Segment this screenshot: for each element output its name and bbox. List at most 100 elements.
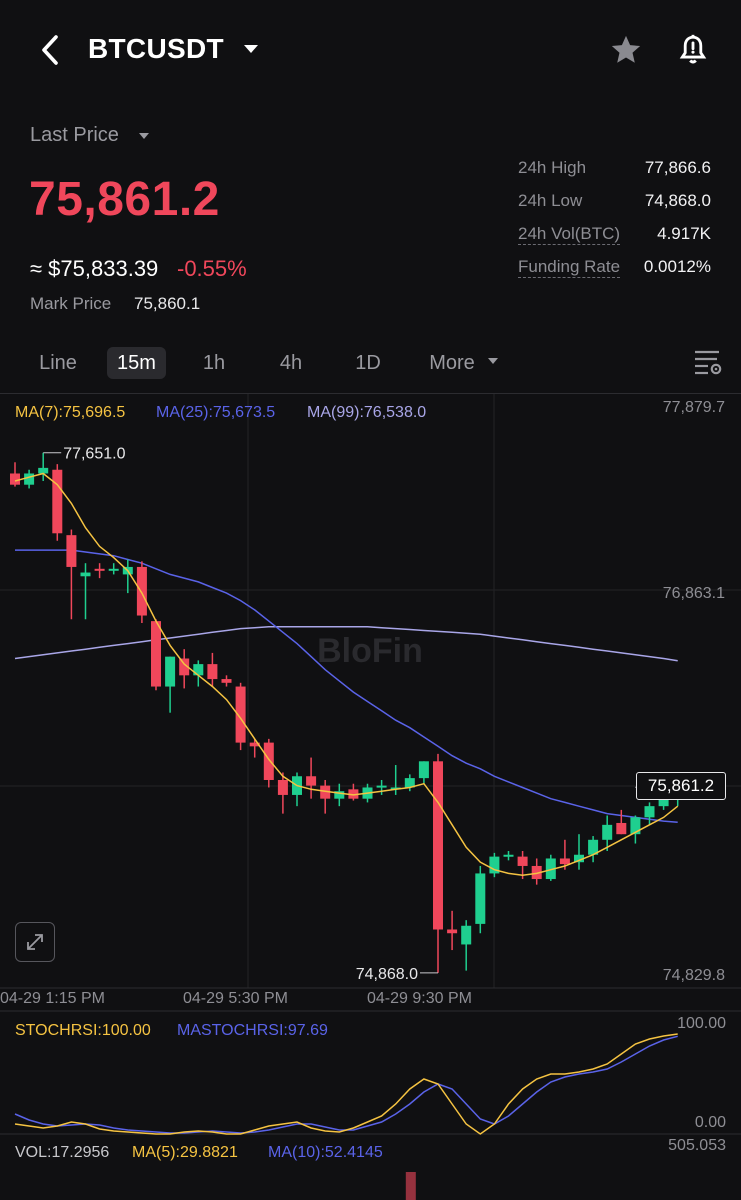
- favorite-star-icon[interactable]: [609, 33, 643, 67]
- candle-body: [249, 742, 260, 747]
- chevron-down-icon[interactable]: [242, 40, 260, 58]
- stochrsi-axis-top: 100.00: [677, 1015, 726, 1032]
- candle-body: [447, 929, 458, 934]
- price-axis-label: 77,879.7: [663, 399, 725, 416]
- stat-funding-rate-value: 0.0012%: [643, 257, 711, 276]
- tab-4h[interactable]: 4h: [279, 352, 303, 374]
- candle-body: [545, 858, 556, 880]
- mastochrsi-legend: MASTOCHRSI:97.69: [177, 1022, 328, 1039]
- high-price-marker: 77,651.0: [63, 446, 125, 463]
- candle-body: [179, 658, 190, 676]
- time-label: 04-29 5:30 PM: [183, 990, 288, 1007]
- price-alert-bell-icon[interactable]: [676, 33, 710, 67]
- stat-24h-vol-value: 4.917K: [657, 224, 711, 243]
- candle-body: [306, 776, 317, 786]
- ma7-line: [14, 472, 679, 877]
- price-axis-label: 74,829.8: [663, 967, 725, 984]
- candle-body: [461, 925, 472, 945]
- price-axis-label: 76,863.1: [663, 585, 725, 602]
- candle-body: [151, 621, 161, 687]
- tab-15m[interactable]: 15m: [107, 347, 166, 379]
- candle-body: [24, 473, 35, 485]
- candle-body: [559, 858, 570, 865]
- candle-body: [207, 664, 218, 680]
- ma7-legend: MA(7):75,696.5: [15, 404, 126, 421]
- price-change-percent: -0.55%: [177, 256, 247, 281]
- ma99-line: [14, 625, 678, 662]
- volume-ma10-legend: MA(10):52.4145: [268, 1144, 383, 1161]
- candle-body: [531, 865, 542, 880]
- volume-legend: VOL:17.2956: [15, 1144, 110, 1161]
- chevron-down-icon[interactable]: [487, 356, 499, 366]
- candle-body: [94, 568, 105, 571]
- expand-icon: [27, 934, 43, 950]
- ma25-legend: MA(25):75,673.5: [156, 404, 276, 421]
- candle-body: [193, 664, 204, 676]
- stat-24h-low-value: 74,868.0: [644, 191, 711, 210]
- volume-bar: [405, 1172, 416, 1200]
- candle-body: [38, 467, 49, 474]
- candle-body: [489, 856, 500, 874]
- volume-axis-top: 505.053: [668, 1137, 726, 1154]
- candle-body: [475, 873, 486, 924]
- stat-24h-high-label: 24h High: [518, 158, 587, 177]
- candle-body: [630, 817, 641, 835]
- last-price-value: 75,861.2: [29, 173, 220, 226]
- candle-body: [277, 779, 288, 795]
- chevron-down-icon[interactable]: [137, 130, 151, 142]
- candle-body: [348, 789, 359, 799]
- candle-body: [376, 785, 387, 788]
- chart-settings-icon[interactable]: [693, 348, 723, 376]
- candle-body: [52, 469, 63, 534]
- candle-body: [136, 566, 147, 616]
- candle-body: [320, 785, 331, 799]
- candle-body: [263, 742, 274, 780]
- time-label: 04-29 9:30 PM: [367, 990, 472, 1007]
- mark-price-label: Mark Price: [30, 294, 112, 313]
- candle-body: [80, 572, 91, 577]
- tab-1d[interactable]: 1D: [355, 352, 381, 374]
- back-arrow-icon[interactable]: [36, 32, 66, 68]
- symbol-selector[interactable]: BTCUSDT: [88, 33, 224, 64]
- candle-body: [221, 679, 232, 683]
- ma99-legend: MA(99):76,538.0: [307, 404, 427, 421]
- stat-24h-high-value: 77,866.6: [644, 158, 711, 177]
- candle-body: [108, 568, 119, 571]
- stochrsi-axis-bottom: 0.00: [694, 1114, 726, 1131]
- stat-funding-rate-label[interactable]: Funding Rate: [518, 257, 621, 278]
- stat-24h-vol-label[interactable]: 24h Vol(BTC): [518, 224, 621, 245]
- candle-body: [390, 787, 401, 790]
- stat-24h-low-label: 24h Low: [518, 191, 583, 210]
- stochrsi-line: [14, 1033, 678, 1135]
- candle-body: [404, 778, 415, 788]
- tab-line[interactable]: Line: [39, 352, 77, 374]
- last-price-tag: 75,861.2: [636, 772, 726, 800]
- time-label: 04-29 1:15 PM: [0, 990, 105, 1007]
- candle-body: [574, 854, 584, 863]
- candle-body: [644, 806, 655, 818]
- usd-equivalent: ≈ $75,833.39: [30, 256, 159, 281]
- last-price-label[interactable]: Last Price: [30, 124, 119, 146]
- stochrsi-legend: STOCHRSI:100.00: [15, 1022, 151, 1039]
- tabs-divider: [0, 393, 741, 394]
- volume-ma5-legend: MA(5):29.8821: [132, 1144, 238, 1161]
- low-price-marker: 74,868.0: [356, 966, 418, 983]
- candle-body: [418, 761, 429, 779]
- tab-more[interactable]: More: [429, 352, 475, 374]
- candle-body: [517, 856, 528, 866]
- candle-body: [66, 535, 77, 567]
- candle-body: [10, 473, 20, 485]
- candle-body: [334, 791, 345, 799]
- candle-body: [235, 686, 246, 743]
- candle-body: [588, 839, 599, 855]
- candle-body: [165, 656, 176, 687]
- candlestick-chart[interactable]: 77,879.7 76,863.1 74,829.8 BloFin 77,651.0…: [0, 394, 741, 1200]
- candle-body: [602, 824, 613, 840]
- candle-body: [433, 761, 443, 930]
- fullscreen-button[interactable]: [15, 922, 55, 962]
- ma25-line: [15, 549, 678, 824]
- mark-price-value: 75,860.1: [134, 294, 201, 313]
- watermark: BloFin: [317, 632, 423, 670]
- tab-1h[interactable]: 1h: [202, 352, 226, 374]
- candle-body: [503, 854, 514, 857]
